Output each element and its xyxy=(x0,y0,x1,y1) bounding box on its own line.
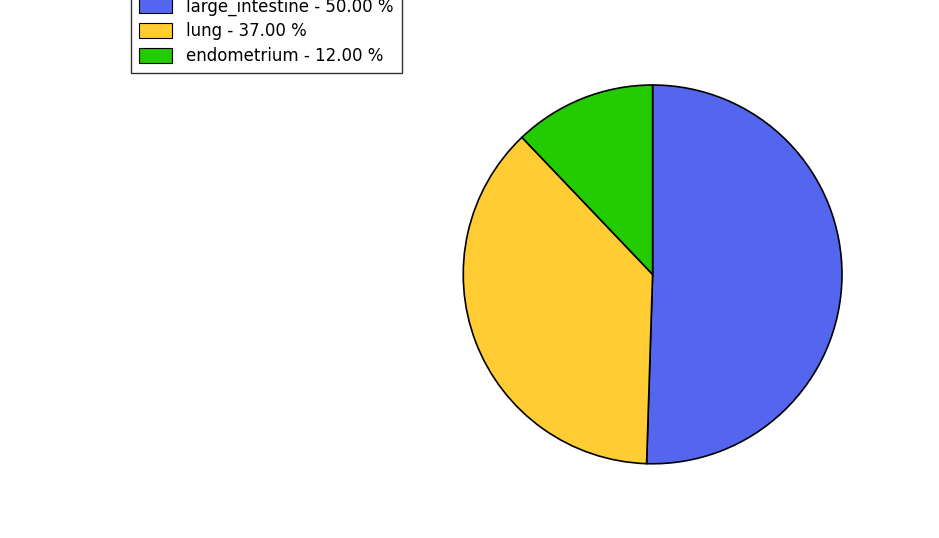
Wedge shape xyxy=(647,85,842,464)
Legend: large_intestine - 50.00 %, lung - 37.00 %, endometrium - 12.00 %: large_intestine - 50.00 %, lung - 37.00 … xyxy=(131,0,402,74)
Wedge shape xyxy=(522,85,653,274)
Wedge shape xyxy=(463,137,653,464)
